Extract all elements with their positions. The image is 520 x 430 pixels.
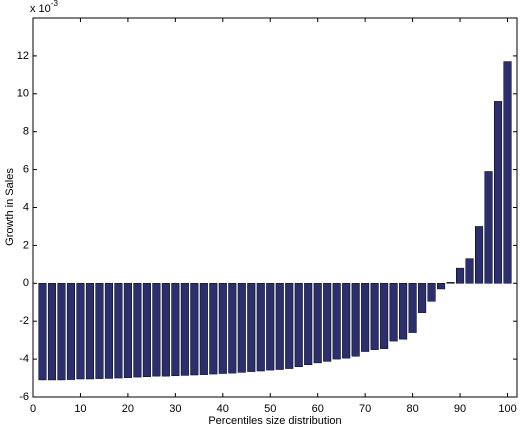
bar [66, 283, 76, 380]
y-multiplier-exponent: -3 [51, 0, 59, 8]
bar [275, 283, 284, 370]
bar [437, 283, 446, 290]
bar [171, 283, 180, 377]
bar [456, 267, 465, 284]
x-tick-label: 30 [169, 403, 181, 415]
y-multiplier-base: x 10 [30, 3, 51, 15]
bar [237, 283, 246, 373]
bar [484, 171, 493, 284]
y-multiplier: x 10-3 [30, 0, 58, 15]
x-tick-label: 90 [454, 403, 466, 415]
bar [209, 283, 218, 375]
bar [389, 283, 398, 342]
bar [247, 283, 256, 372]
bar [152, 283, 161, 377]
y-tick-label: -2 [19, 315, 29, 327]
bar [95, 283, 104, 379]
bar [85, 283, 94, 380]
bar [351, 283, 360, 357]
bar [190, 283, 199, 376]
x-tick-label: 50 [264, 403, 276, 415]
bar [313, 283, 322, 364]
x-tick-label: 20 [122, 403, 134, 415]
bar [427, 283, 436, 302]
x-tick-label: 60 [312, 403, 324, 415]
bar [474, 226, 484, 284]
bar [446, 282, 455, 284]
bar [418, 283, 427, 313]
bar [218, 283, 227, 374]
bar [76, 283, 85, 380]
bar [332, 283, 341, 360]
bar [399, 283, 408, 340]
x-tick-label: 10 [74, 403, 86, 415]
y-tick-label: 8 [23, 126, 29, 138]
y-tick-label: 6 [23, 164, 29, 176]
y-tick-label: 10 [17, 88, 29, 100]
y-tick-label: -4 [19, 353, 29, 365]
bar [503, 61, 512, 284]
bar [408, 283, 417, 333]
bar [161, 283, 170, 377]
bar [493, 101, 503, 284]
y-axis-label: Growth in Sales [4, 168, 16, 246]
bar [304, 283, 313, 366]
x-tick-label: 40 [217, 403, 229, 415]
bar [104, 283, 113, 379]
y-tick-label: 2 [23, 239, 29, 251]
bar [47, 283, 57, 381]
bar [114, 283, 123, 379]
bar [256, 283, 265, 372]
x-tick-label: 70 [359, 403, 371, 415]
bar [133, 283, 142, 378]
x-tick-label: 80 [406, 403, 418, 415]
y-tick-label: -6 [19, 391, 29, 403]
x-axis-label: Percentiles size distribution [208, 415, 341, 427]
bar [370, 283, 379, 350]
bar [199, 283, 208, 375]
x-tick-label: 100 [498, 403, 516, 415]
y-tick-label: 0 [23, 277, 29, 289]
bar [294, 283, 303, 367]
bar [266, 283, 275, 371]
bar [380, 283, 389, 349]
bar [465, 258, 474, 284]
bar [38, 283, 47, 381]
bar [142, 283, 151, 377]
bar [285, 283, 294, 369]
y-tick-label: 12 [17, 50, 29, 62]
bar [57, 283, 66, 381]
bar [123, 283, 132, 378]
bar [323, 283, 332, 362]
bar [361, 283, 370, 352]
bar [180, 283, 189, 376]
bar [342, 283, 351, 359]
y-tick-label: 4 [23, 201, 29, 213]
x-tick-label: 0 [30, 403, 36, 415]
bar [228, 283, 237, 374]
